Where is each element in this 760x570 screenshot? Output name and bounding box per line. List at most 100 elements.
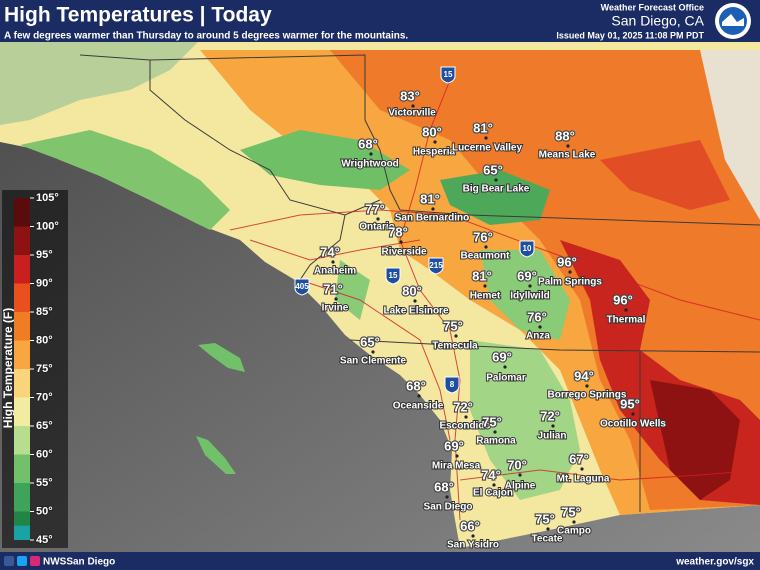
city-marker: 68° Oceanside bbox=[392, 377, 445, 412]
city-marker: 74° Anaheim bbox=[313, 243, 357, 277]
city-name: Julian bbox=[538, 431, 567, 442]
city-marker: 69° Mira Mesa bbox=[431, 437, 482, 472]
city-temp: 68° bbox=[358, 136, 378, 151]
roads bbox=[229, 79, 760, 521]
city-name: Mira Mesa bbox=[432, 461, 481, 472]
county-line bbox=[79, 54, 401, 211]
city-temp: 69° bbox=[492, 349, 512, 364]
city-name: Ontario bbox=[359, 222, 395, 233]
extreme-zone bbox=[650, 380, 740, 500]
city-temp: 81° bbox=[420, 191, 440, 206]
city-temp: 80° bbox=[422, 124, 442, 139]
city-temp: 88° bbox=[555, 128, 575, 143]
social-icon bbox=[17, 556, 27, 566]
shield-icon bbox=[444, 376, 460, 394]
city-name: San Clemente bbox=[340, 356, 407, 367]
city-name: Irvine bbox=[322, 303, 349, 314]
city-dot bbox=[464, 415, 468, 419]
city-marker: 69° Palomar bbox=[485, 348, 527, 384]
city-temp: 74° bbox=[481, 467, 501, 482]
legend-label: 105° bbox=[36, 192, 59, 204]
county-line bbox=[399, 209, 760, 226]
city-marker: 72° Julian bbox=[537, 407, 568, 442]
shield-label: 15 bbox=[444, 70, 453, 79]
city-name: Anza bbox=[526, 331, 550, 342]
city-marker: 76° Beaumont bbox=[460, 228, 512, 262]
mountains bbox=[470, 340, 580, 500]
city-temp: 66° bbox=[460, 518, 480, 533]
city-dot bbox=[411, 104, 415, 108]
terrain bbox=[700, 50, 760, 220]
city-dot bbox=[503, 365, 507, 369]
city-dot bbox=[376, 217, 380, 221]
shield-icon bbox=[428, 257, 444, 275]
city-name: Wrightwood bbox=[341, 159, 399, 170]
shield-label: 215 bbox=[429, 261, 443, 270]
city-dot bbox=[433, 140, 437, 144]
city-temp: 65° bbox=[483, 162, 503, 177]
city-marker: 81° Lucerne Valley bbox=[451, 119, 523, 154]
city-name: Ramona bbox=[476, 436, 516, 447]
social-icon bbox=[30, 556, 40, 566]
city-temp: 65° bbox=[360, 334, 380, 349]
city-name: Palomar bbox=[486, 373, 526, 384]
road bbox=[249, 239, 421, 261]
city-temp: 96° bbox=[613, 292, 633, 307]
legend-label: 75° bbox=[36, 363, 53, 375]
mountains bbox=[480, 250, 570, 340]
city-name: Escondido bbox=[439, 421, 490, 432]
legend-box bbox=[2, 190, 68, 548]
legend-swatch bbox=[14, 525, 30, 540]
city-name: Means Lake bbox=[539, 150, 596, 161]
city-dot bbox=[585, 384, 589, 388]
city-temp: 67° bbox=[569, 451, 589, 466]
city-name: Tecate bbox=[532, 534, 563, 545]
shield-icon bbox=[440, 66, 456, 84]
island bbox=[198, 343, 245, 372]
city-dot bbox=[484, 136, 488, 140]
city-dot bbox=[371, 350, 375, 354]
shield-label: 405 bbox=[295, 282, 309, 291]
city-marker: 80° Hesperia bbox=[412, 123, 457, 158]
cities: 83° Victorville 80° Hesperia 81° Lucerne Vall… bbox=[313, 87, 668, 551]
issued: Issued May 01, 2025 11:08 PM PDT bbox=[556, 30, 704, 40]
legend-label: 65° bbox=[36, 420, 53, 432]
city-marker: 75° Tecate bbox=[531, 510, 564, 545]
city-name: Victorville bbox=[388, 108, 436, 119]
footer-url: weather.gov/sgx bbox=[675, 557, 754, 568]
legend-label: 55° bbox=[36, 477, 53, 489]
city-temp: 95° bbox=[620, 396, 640, 411]
city-name: Lucerne Valley bbox=[452, 143, 522, 154]
city-marker: 69° Idyllwild bbox=[509, 267, 550, 302]
city-name: Beaumont bbox=[461, 251, 511, 262]
city-temp: 83° bbox=[400, 88, 420, 103]
city-marker: 77° Ontario bbox=[358, 200, 396, 233]
city-marker: 72° Escondido bbox=[438, 398, 491, 432]
city-marker: 70° Alpine bbox=[504, 456, 537, 492]
city-dot bbox=[538, 325, 542, 329]
mountains bbox=[440, 170, 550, 225]
city-marker: 68° Wrightwood bbox=[340, 135, 400, 170]
city-marker: 95° Ocotillo Wells bbox=[599, 395, 667, 430]
city-dot bbox=[483, 284, 487, 288]
mountains bbox=[20, 130, 230, 230]
city-name: Temecula bbox=[432, 341, 478, 352]
city-temp: 75° bbox=[561, 504, 581, 519]
road bbox=[299, 279, 451, 441]
city-marker: 65° Big Bear Lake bbox=[462, 161, 531, 195]
legend-swatch bbox=[14, 426, 30, 455]
footer-handle: NWSSan Diego bbox=[43, 557, 115, 568]
city-name: Lake Elsinore bbox=[383, 306, 448, 317]
legend-swatch bbox=[14, 255, 30, 284]
city-marker: 76° Anza bbox=[525, 308, 551, 342]
city-dot bbox=[631, 412, 635, 416]
city-name: Alpine bbox=[505, 481, 536, 492]
shield-icon bbox=[294, 278, 310, 296]
road bbox=[399, 79, 461, 521]
city-name: Oceanside bbox=[393, 401, 444, 412]
shield-icon bbox=[519, 240, 535, 258]
legend-swatch bbox=[14, 397, 30, 426]
city-temp: 75° bbox=[443, 318, 463, 333]
